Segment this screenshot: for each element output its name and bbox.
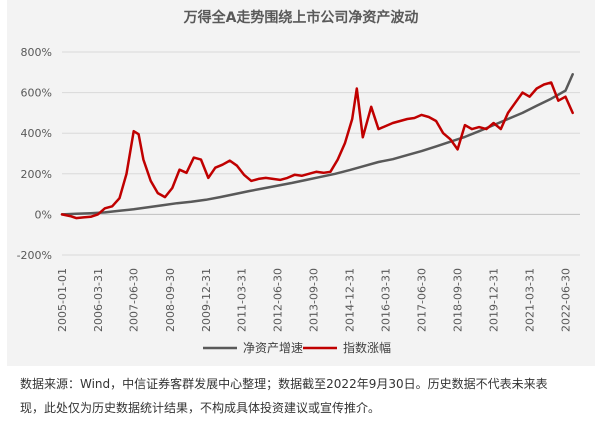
footnote-line-1: 数据来源：Wind，中信证券客群发展中心整理；数据截至2022年9月30日。历史… (20, 377, 548, 391)
x-tick-label: 2009-12-31 (200, 268, 213, 332)
x-tick-label: 2017-06-30 (416, 268, 429, 332)
gridlines (62, 51, 580, 256)
x-tick-label: 2022-06-30 (559, 268, 572, 332)
series-line-2 (60, 81, 574, 220)
y-tick-label: 200% (21, 168, 52, 181)
footnote-line-2: 现，此处仅为历史数据统计结果，不构成具体投资建议或宣传推介。 (20, 401, 381, 415)
y-tick-label: 600% (21, 87, 52, 100)
x-tick-label: 2018-09-30 (452, 268, 465, 332)
legend-label-2: 指数涨幅 (343, 340, 391, 355)
x-tick-label: 2013-09-30 (308, 268, 321, 332)
x-tick-label: 2012-06-30 (272, 268, 285, 332)
source-footnote: 数据来源：Wind，中信证券客群发展中心整理；数据截至2022年9月30日。历史… (20, 372, 580, 420)
chart-container: 万得全A走势围绕上市公司净资产波动 -200% 0% 200% 400% 600% 800… (7, 0, 595, 366)
x-tick-label: 2016-03-31 (380, 268, 393, 332)
y-tick-label: 0% (35, 208, 52, 221)
x-tick-label: 2019-12-31 (488, 268, 501, 332)
x-tick-label: 2021-03-31 (524, 268, 537, 332)
x-tick-label: 2006-03-31 (92, 268, 105, 332)
chart-title: 万得全A走势围绕上市公司净资产波动 (183, 9, 419, 26)
x-tick-label: 2011-03-31 (236, 268, 249, 332)
x-tick-label: 2005-01-01 (56, 268, 69, 332)
y-tick-label: 400% (21, 127, 52, 140)
legend: 净资产增速 指数涨幅 (203, 340, 391, 355)
y-tick-label: 800% (21, 46, 52, 59)
y-tick-label: -200% (17, 249, 52, 262)
x-tick-label: 2014-12-31 (344, 268, 357, 332)
legend-label-1: 净资产增速 (243, 341, 303, 355)
line-chart: 万得全A走势围绕上市公司净资产波动 -200% 0% 200% 400% 600% 800… (17, 9, 580, 355)
x-axis-ticks: 2005-01-01 2006-03-31 2007-06-30 2008-09-30… (56, 268, 572, 332)
series-layer (60, 73, 574, 220)
x-tick-label: 2007-06-30 (128, 268, 141, 332)
y-axis-ticks: -200% 0% 200% 400% 600% 800% (17, 46, 52, 262)
x-tick-label: 2008-09-30 (164, 268, 177, 332)
series-line-1 (60, 73, 574, 216)
